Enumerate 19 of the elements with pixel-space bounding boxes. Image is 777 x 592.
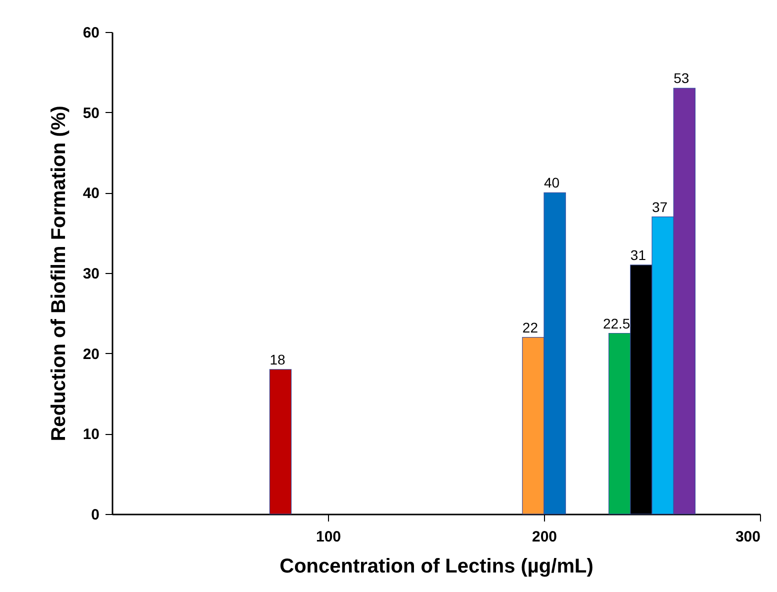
data-label: 22 xyxy=(522,319,538,336)
y-axis-title: Reduction of Biofilm Formation (%) xyxy=(48,106,70,442)
y-tick-label: 40 xyxy=(82,185,100,202)
data-label: 18 xyxy=(270,351,286,368)
data-label: 53 xyxy=(674,70,690,86)
y-tick-label: 60 xyxy=(82,24,100,42)
x-tick-label: 200 xyxy=(532,528,558,546)
y-tick-label: 10 xyxy=(82,426,100,444)
data-label: 31 xyxy=(630,246,646,263)
x-tick-label: 300 xyxy=(735,528,760,546)
data-label: 40 xyxy=(544,174,560,191)
x-axis-title: Concentration of Lectins (µg/mL) xyxy=(280,556,594,578)
data-label: 22.5 xyxy=(602,315,630,332)
y-tick-label: 30 xyxy=(82,266,100,282)
y-tick-label: 50 xyxy=(82,104,100,122)
x-tick-label: 100 xyxy=(316,528,342,546)
y-tick-label: 20 xyxy=(82,346,100,363)
y-tick-label: 0 xyxy=(91,506,100,524)
data-label: 37 xyxy=(652,198,668,215)
